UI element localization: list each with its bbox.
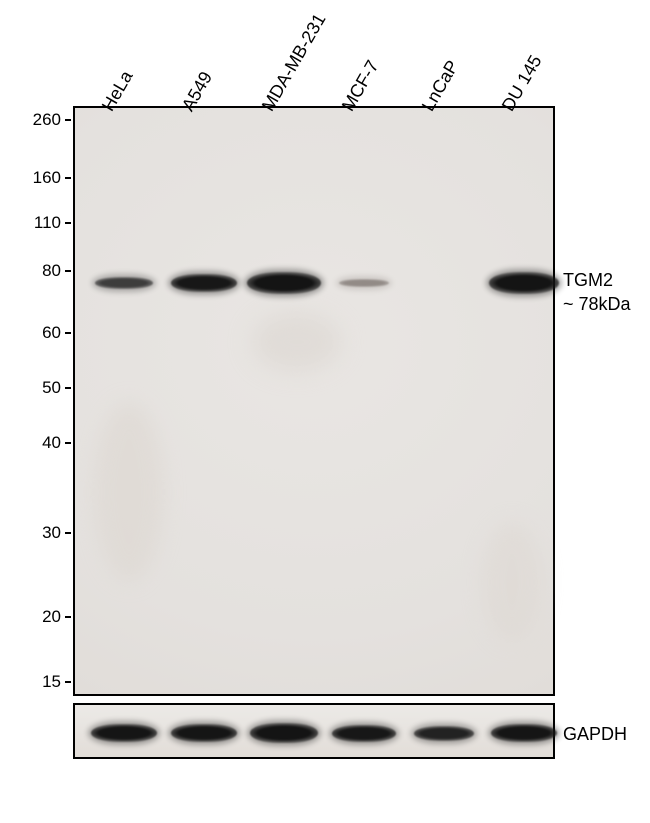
ladder-tick (65, 616, 71, 618)
tgm2-band (95, 277, 153, 289)
gapdh-band (250, 723, 318, 743)
ladder-label: 110 (0, 213, 61, 233)
gapdh-band (171, 724, 237, 742)
blot-smudge (94, 402, 164, 582)
ladder-tick (65, 270, 71, 272)
ladder-tick (65, 442, 71, 444)
tgm2-band (171, 274, 237, 292)
ladder-label: 15 (0, 672, 61, 692)
ladder-label: 40 (0, 433, 61, 453)
ladder-tick (65, 119, 71, 121)
tgm2-band (339, 279, 389, 287)
lane-label: MDA-MB-231 (258, 10, 331, 115)
right-label: TGM2 (563, 270, 613, 291)
main-blot-background (75, 108, 553, 694)
right-label: GAPDH (563, 724, 627, 745)
tgm2-band (247, 272, 321, 294)
main-blot-panel (73, 106, 555, 696)
gapdh-band (332, 725, 396, 742)
ladder-tick (65, 177, 71, 179)
ladder-label: 80 (0, 261, 61, 281)
ladder-label: 60 (0, 323, 61, 343)
gapdh-band (91, 724, 157, 742)
ladder-label: 160 (0, 168, 61, 188)
ladder-tick (65, 532, 71, 534)
ladder-tick (65, 332, 71, 334)
blot-smudge (252, 312, 342, 372)
control-blot-panel (73, 703, 555, 759)
gapdh-band (414, 726, 474, 741)
ladder-label: 20 (0, 607, 61, 627)
ladder-tick (65, 387, 71, 389)
tgm2-band (489, 272, 559, 294)
ladder-label: 50 (0, 378, 61, 398)
ladder-label: 30 (0, 523, 61, 543)
ladder-label: 260 (0, 110, 61, 130)
ladder-tick (65, 222, 71, 224)
blot-smudge (482, 522, 542, 642)
ladder-tick (65, 681, 71, 683)
gapdh-band (491, 724, 557, 742)
right-label: ~ 78kDa (563, 294, 631, 315)
